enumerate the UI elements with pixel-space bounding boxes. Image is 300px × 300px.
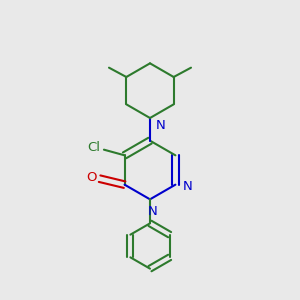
- Text: N: N: [148, 205, 158, 218]
- Text: Cl: Cl: [88, 141, 100, 154]
- Text: O: O: [86, 171, 96, 184]
- Text: N: N: [155, 119, 165, 132]
- Text: N: N: [183, 180, 193, 193]
